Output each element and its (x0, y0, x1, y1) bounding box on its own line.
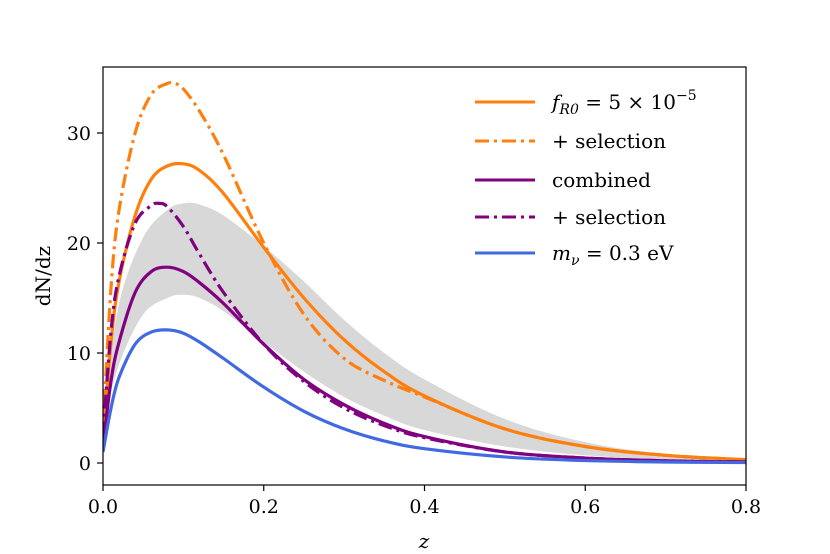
ticks-layer: 0.0 0.2 0.4 0.6 0.8 0 10 20 30 (67, 123, 761, 518)
series-line-fr0-selection (103, 80, 746, 462)
band-layer (103, 202, 746, 462)
y-tick-label: 30 (67, 123, 91, 145)
x-tick-label: 0.0 (88, 496, 118, 518)
legend-label-mnu: mν = 0.3 eV (552, 241, 674, 269)
x-tick-label: 0.6 (570, 496, 600, 518)
x-tick-label: 0.4 (409, 496, 439, 518)
legend-label-combined: combined (552, 168, 651, 192)
x-axis-label: z (418, 529, 430, 553)
y-tick-label: 10 (67, 343, 91, 365)
series-line-mnu (103, 328, 746, 465)
legend-label-combined-selection: + selection (552, 205, 666, 229)
legend: fR0 = 5 × 10−5 + selection combined + se… (475, 88, 697, 269)
series-line-combined-selection (103, 201, 746, 464)
y-tick-label: 20 (67, 233, 91, 255)
series-layer (103, 80, 746, 465)
x-tick-label: 0.2 (249, 496, 279, 518)
y-tick-label: 0 (79, 453, 91, 475)
legend-label-fr0: fR0 = 5 × 10−5 (550, 88, 697, 118)
uncertainty-band (103, 202, 746, 462)
x-tick-label: 0.8 (731, 496, 761, 518)
legend-label-fr0-selection: + selection (552, 129, 666, 153)
y-axis-label: dN/dz (31, 246, 55, 306)
